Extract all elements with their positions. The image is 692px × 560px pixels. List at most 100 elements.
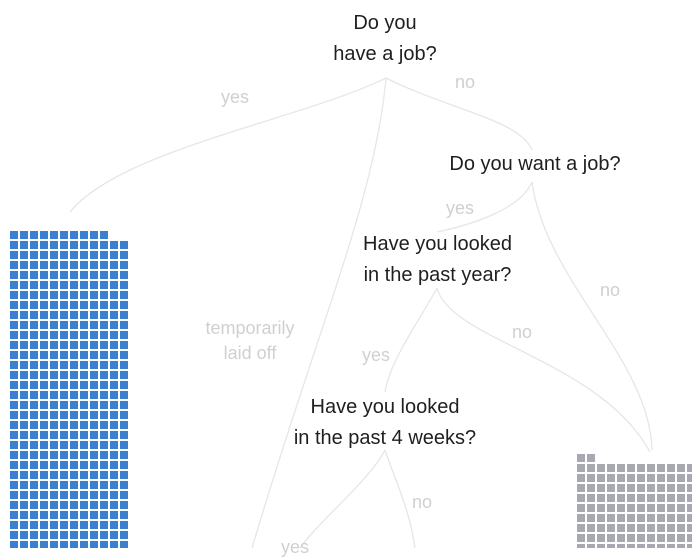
person-square [40, 321, 48, 329]
person-square [30, 521, 38, 529]
person-square [90, 231, 98, 239]
person-square [40, 461, 48, 469]
person-square [50, 511, 58, 519]
person-square [20, 281, 28, 289]
person-square [100, 521, 108, 529]
person-square [90, 281, 98, 289]
person-square [50, 371, 58, 379]
person-square [587, 454, 595, 462]
person-square [60, 431, 68, 439]
person-square [110, 351, 118, 359]
person-square [20, 321, 28, 329]
person-square [10, 371, 18, 379]
person-square [100, 241, 108, 249]
person-square [120, 381, 128, 389]
person-square [687, 494, 692, 502]
person-square [50, 331, 58, 339]
person-square [667, 494, 675, 502]
person-square [60, 381, 68, 389]
person-square [120, 511, 128, 519]
person-square [110, 511, 118, 519]
person-square [80, 421, 88, 429]
person-square [20, 441, 28, 449]
person-square [70, 241, 78, 249]
branch-label-temporarily-laid-off: temporarily laid off [186, 316, 314, 366]
branch-label-q2-no: no [599, 280, 621, 300]
person-square [100, 411, 108, 419]
person-square [120, 461, 128, 469]
person-square [617, 524, 625, 532]
person-square [100, 391, 108, 399]
person-square [100, 511, 108, 519]
person-square [60, 451, 68, 459]
question-looked-past-4-weeks-line2: in the past 4 weeks? [293, 427, 477, 449]
person-square [687, 524, 692, 532]
person-square [10, 301, 18, 309]
person-square [90, 391, 98, 399]
person-square [597, 464, 605, 472]
person-square [30, 291, 38, 299]
person-square [40, 281, 48, 289]
person-square [110, 521, 118, 529]
person-square [100, 421, 108, 429]
person-square [80, 301, 88, 309]
person-square [120, 271, 128, 279]
person-square [120, 411, 128, 419]
person-square [80, 501, 88, 509]
person-square [637, 504, 645, 512]
person-square [110, 301, 118, 309]
person-square [50, 501, 58, 509]
person-square [70, 461, 78, 469]
question-looked-past-year: Have you looked in the past year? [335, 229, 540, 291]
person-square [40, 531, 48, 539]
person-square [657, 494, 665, 502]
person-square [10, 471, 18, 479]
person-square [687, 544, 692, 548]
person-square [120, 301, 128, 309]
person-square [120, 331, 128, 339]
person-square [20, 491, 28, 499]
person-square [70, 341, 78, 349]
person-square [617, 484, 625, 492]
person-square [597, 504, 605, 512]
person-square [30, 351, 38, 359]
person-square [40, 511, 48, 519]
person-square [60, 541, 68, 548]
person-square [40, 451, 48, 459]
person-square [70, 501, 78, 509]
person-square [80, 291, 88, 299]
person-square [577, 514, 585, 522]
person-square [20, 421, 28, 429]
person-square [40, 241, 48, 249]
person-square [40, 441, 48, 449]
person-square [20, 381, 28, 389]
person-square [120, 241, 128, 249]
person-square [30, 241, 38, 249]
person-square [657, 544, 665, 548]
person-square [597, 544, 605, 548]
person-square [20, 241, 28, 249]
person-square [120, 401, 128, 409]
branch-label-q2-yes: yes [445, 198, 474, 218]
person-square [667, 514, 675, 522]
person-square [90, 451, 98, 459]
person-square [667, 524, 675, 532]
person-square [50, 491, 58, 499]
person-square [100, 271, 108, 279]
person-square [20, 231, 28, 239]
person-square [30, 251, 38, 259]
person-square [80, 521, 88, 529]
person-square [110, 311, 118, 319]
person-square [40, 501, 48, 509]
person-square [20, 301, 28, 309]
person-square [50, 271, 58, 279]
person-square [40, 301, 48, 309]
person-square [687, 504, 692, 512]
person-square [100, 401, 108, 409]
person-square [120, 291, 128, 299]
person-square [20, 501, 28, 509]
person-square [100, 321, 108, 329]
person-square [40, 311, 48, 319]
person-square [10, 331, 18, 339]
person-square [577, 474, 585, 482]
